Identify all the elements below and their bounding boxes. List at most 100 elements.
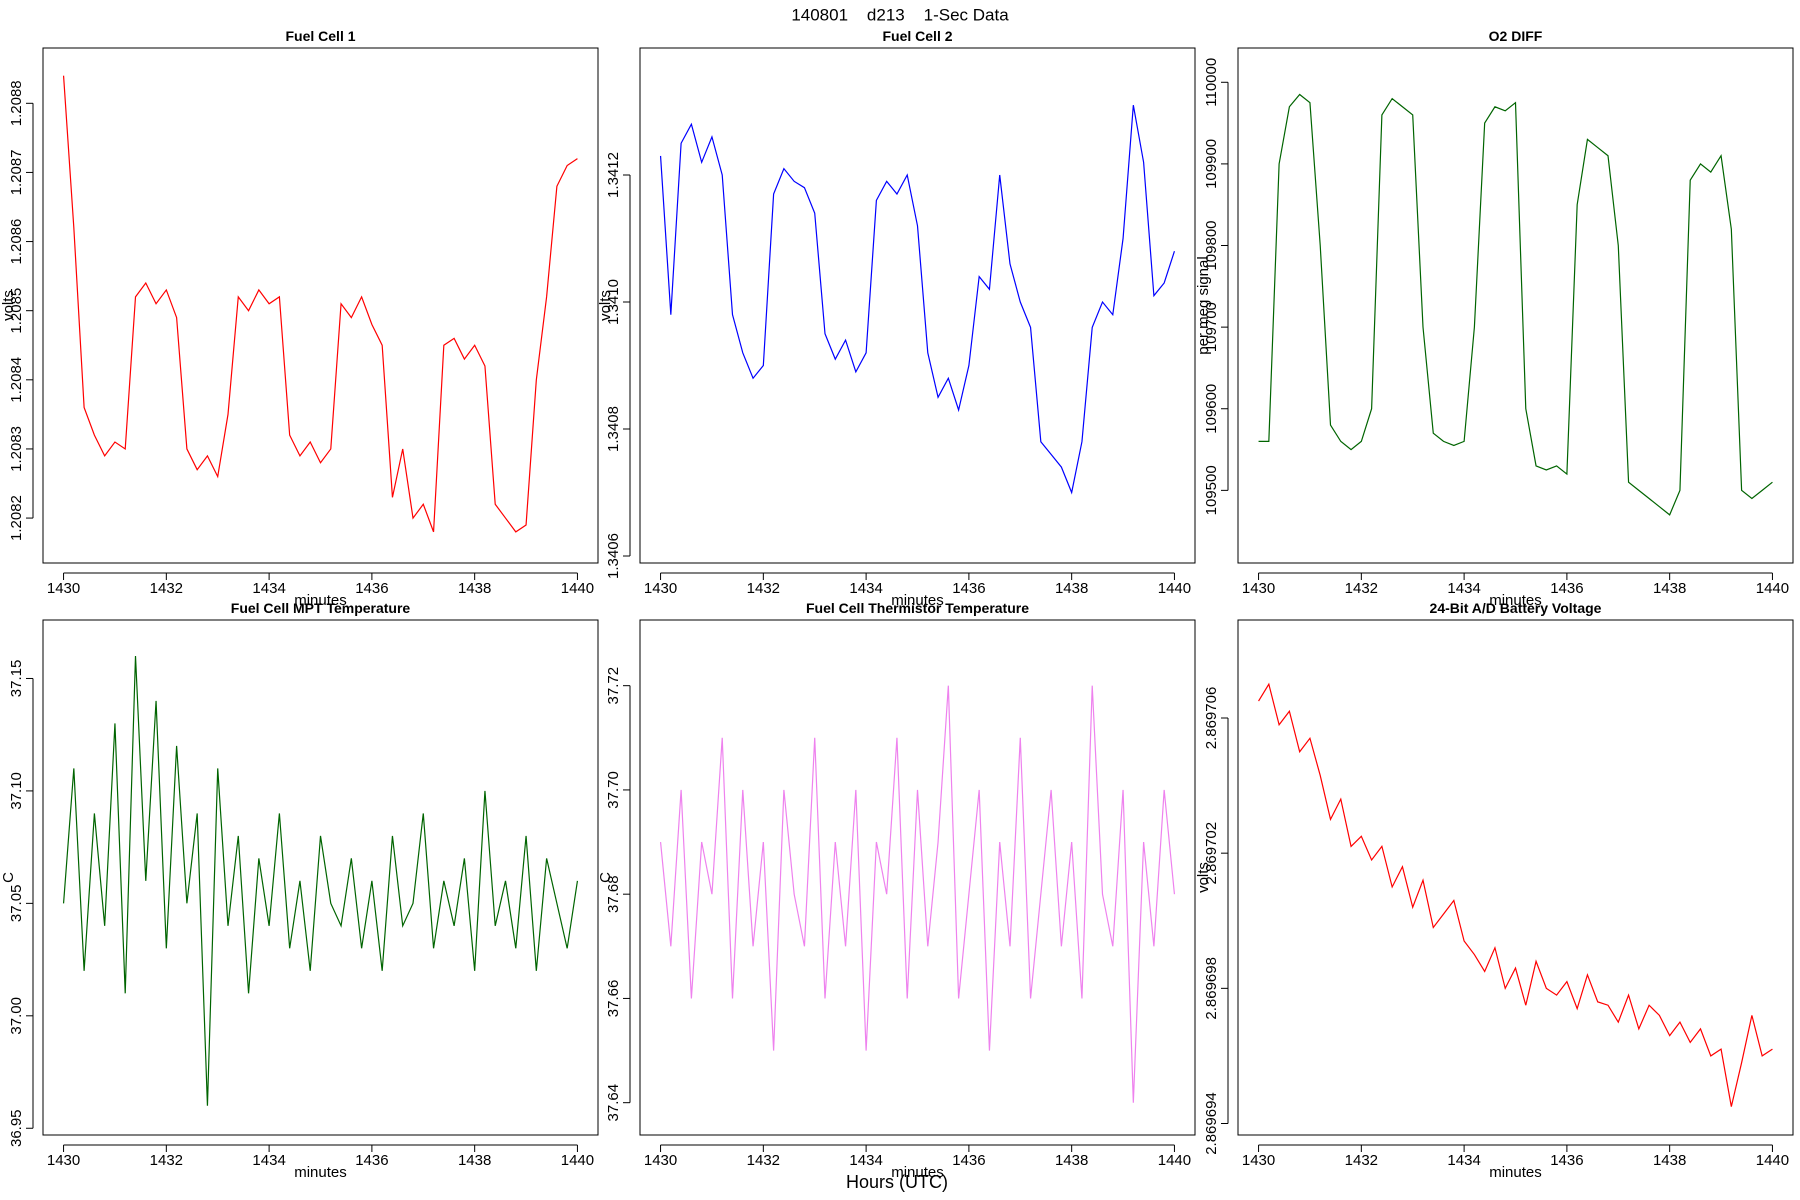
x-tick-label: 1430: [1242, 1152, 1275, 1169]
y-tick-label: 1.3406: [605, 533, 622, 579]
x-tick-label: 1434: [849, 580, 882, 597]
figure-title: 140801 d213 1-Sec Data: [791, 5, 1009, 24]
x-axis-label: minutes: [294, 1164, 347, 1181]
x-tick-label: 1438: [458, 1152, 491, 1169]
x-tick-label: 1430: [644, 580, 677, 597]
panel-title: Fuel Cell 1: [285, 28, 355, 44]
y-tick-label: 109800: [1203, 220, 1220, 270]
y-tick-label: 109900: [1203, 139, 1220, 189]
x-tick-label: 1432: [1345, 1152, 1378, 1169]
plot-frame: [1237, 619, 1794, 1136]
x-tick-label: 1430: [644, 1152, 677, 1169]
panel: Fuel Cell 2 minutes volts 1430 1432 1434 1436 1…: [597, 28, 1196, 609]
y-axis-label: volts: [597, 290, 614, 321]
y-tick-label: 2.869698: [1203, 957, 1220, 1020]
panel: Fuel Cell MPT Temperature minutes C 1430 143…: [0, 600, 599, 1181]
x-tick-label: 1438: [1055, 580, 1088, 597]
y-axis-label: volts: [0, 290, 17, 321]
x-tick-label: 1438: [1055, 1152, 1088, 1169]
y-axis-label: volts: [1195, 862, 1212, 893]
x-tick-label: 1432: [150, 580, 183, 597]
x-tick-label: 1434: [252, 580, 285, 597]
x-tick-label: 1436: [1550, 580, 1583, 597]
x-tick-label: 1440: [1756, 1152, 1789, 1169]
y-tick-label: 1.3410: [605, 279, 622, 325]
y-tick-label: 1.2084: [8, 357, 25, 403]
y-tick-label: 37.05: [8, 885, 25, 923]
y-tick-label: 109700: [1203, 302, 1220, 352]
y-tick-label: 37.10: [8, 772, 25, 810]
data-line: [62, 75, 578, 533]
y-tick-label: 2.869706: [1203, 687, 1220, 750]
y-tick-label: 1.3412: [605, 152, 622, 198]
panel-title: O2 DIFF: [1489, 28, 1543, 44]
x-tick-label: 1432: [1345, 580, 1378, 597]
plot-frame: [42, 47, 599, 564]
panel-title: Fuel Cell Thermistor Temperature: [806, 600, 1029, 616]
x-tick-label: 1432: [747, 1152, 780, 1169]
y-tick-label: 37.66: [605, 980, 622, 1018]
x-tick-label: 1436: [952, 1152, 985, 1169]
y-tick-label: 1.2086: [8, 219, 25, 265]
x-tick-label: 1440: [1756, 580, 1789, 597]
data-line: [659, 685, 1176, 1103]
x-tick-label: 1430: [47, 1152, 80, 1169]
panel: 24-Bit A/D Battery Voltage minutes volts 14…: [1195, 600, 1794, 1181]
plot-frame: [1237, 47, 1794, 564]
y-tick-label: 37.72: [605, 667, 622, 705]
y-tick-label: 1.2083: [8, 426, 25, 472]
data-line: [1258, 682, 1773, 1107]
panel-title: 24-Bit A/D Battery Voltage: [1430, 600, 1602, 616]
y-tick-label: 37.00: [8, 997, 25, 1035]
x-tick-label: 1438: [458, 580, 491, 597]
figure-x-label: Hours (UTC): [846, 1172, 948, 1192]
panel-title: Fuel Cell MPT Temperature: [231, 600, 411, 616]
x-tick-label: 1432: [747, 580, 780, 597]
panel: Fuel Cell Thermistor Temperature minutes C…: [597, 600, 1196, 1181]
x-tick-label: 1436: [952, 580, 985, 597]
x-tick-label: 1440: [561, 580, 594, 597]
y-tick-label: 37.64: [605, 1084, 622, 1122]
x-axis-label: minutes: [891, 592, 944, 609]
x-axis-label: minutes: [891, 1164, 944, 1181]
x-tick-label: 1436: [355, 580, 388, 597]
x-tick-label: 1434: [1447, 580, 1480, 597]
data-line: [62, 655, 579, 1106]
x-axis-label: minutes: [1489, 592, 1542, 609]
x-axis-label: minutes: [1489, 1164, 1542, 1181]
y-tick-label: 1.2088: [8, 80, 25, 126]
y-tick-label: 1.2087: [8, 149, 25, 195]
x-tick-label: 1430: [47, 580, 80, 597]
data-line: [659, 105, 1176, 495]
x-tick-label: 1430: [1242, 580, 1275, 597]
x-tick-label: 1436: [1550, 1152, 1583, 1169]
x-tick-label: 1440: [1158, 1152, 1191, 1169]
y-axis-label: C: [0, 872, 17, 883]
y-tick-label: 36.95: [8, 1109, 25, 1147]
x-tick-label: 1436: [355, 1152, 388, 1169]
panel: Fuel Cell 1 minutes volts 1430 1432 1434 1436 1…: [0, 28, 599, 609]
x-tick-label: 1438: [1653, 580, 1686, 597]
x-tick-label: 1440: [561, 1152, 594, 1169]
y-tick-label: 1.3408: [605, 406, 622, 452]
panel: O2 DIFF minutes per meg signal 1430 1432 1434…: [1195, 28, 1794, 609]
y-tick-label: 109500: [1203, 465, 1220, 515]
y-tick-label: 1.2085: [8, 288, 25, 334]
x-tick-label: 1432: [150, 1152, 183, 1169]
x-tick-label: 1438: [1653, 1152, 1686, 1169]
plot-frame: [639, 619, 1196, 1136]
y-tick-label: 2.869694: [1203, 1092, 1220, 1155]
y-tick-label: 2.869702: [1203, 822, 1220, 885]
x-tick-label: 1434: [849, 1152, 882, 1169]
data-line: [1258, 93, 1773, 516]
x-axis-label: minutes: [294, 592, 347, 609]
y-axis-label: per meg signal: [1195, 256, 1212, 354]
plot-frame: [42, 619, 599, 1136]
x-tick-label: 1434: [252, 1152, 285, 1169]
y-tick-label: 1.2082: [8, 495, 25, 541]
x-tick-label: 1434: [1447, 1152, 1480, 1169]
y-tick-label: 37.68: [605, 875, 622, 913]
panel-title: Fuel Cell 2: [882, 28, 952, 44]
y-tick-label: 110000: [1203, 58, 1220, 107]
